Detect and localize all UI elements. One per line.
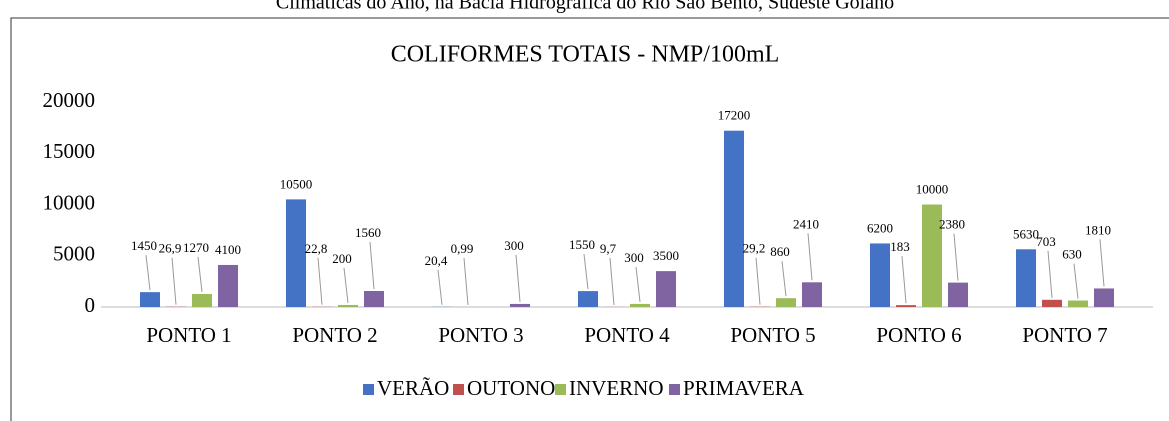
x-tick-label: PONTO 7 — [1022, 323, 1107, 347]
value-label: 10000 — [916, 181, 949, 196]
bar — [1042, 299, 1062, 307]
leader-line — [1073, 263, 1079, 299]
value-label: 9,7 — [600, 241, 617, 256]
value-label: 2380 — [939, 217, 965, 232]
value-label: 5630 — [1013, 226, 1039, 241]
value-label: 29,2 — [743, 241, 766, 256]
leader-line — [1047, 250, 1053, 298]
leader-line — [317, 257, 323, 305]
leader-line — [515, 254, 521, 302]
bar — [364, 291, 384, 307]
x-tick-label: PONTO 6 — [876, 323, 961, 347]
leader-line — [1099, 239, 1105, 287]
leader-line — [807, 233, 813, 281]
leader-line — [343, 267, 349, 304]
bar — [724, 130, 744, 307]
value-label: 300 — [624, 250, 644, 265]
value-label: 20,4 — [425, 253, 448, 268]
value-label: 26,9 — [159, 241, 182, 256]
value-label: 6200 — [867, 220, 893, 235]
legend-swatch — [669, 384, 680, 395]
leader-line — [145, 255, 151, 291]
chart-frame — [10, 17, 1169, 421]
value-label: 10500 — [280, 176, 313, 191]
caption: Climáticas do Ano, na Bacia Hidrográfica… — [276, 0, 894, 14]
bar — [802, 282, 822, 307]
bar — [578, 291, 598, 307]
y-tick-label: 15000 — [43, 139, 96, 163]
bar — [870, 243, 890, 307]
bar — [922, 204, 942, 307]
leader-line — [953, 233, 959, 281]
leader-line — [437, 269, 443, 305]
leader-line — [901, 256, 907, 304]
y-tick-label: 10000 — [43, 190, 96, 214]
bar — [896, 305, 916, 307]
value-label: 1560 — [355, 225, 381, 240]
leader-line — [583, 254, 589, 290]
legend-label: OUTONO — [467, 376, 555, 400]
y-tick-label: 5000 — [53, 242, 95, 266]
value-label: 1550 — [569, 237, 595, 252]
bar — [1068, 300, 1088, 307]
chart-title: COLIFORMES TOTAIS - NMP/100mL — [391, 42, 780, 68]
value-label: 860 — [770, 244, 790, 259]
legend-label: PRIMAVERA — [683, 376, 805, 400]
value-label: 1270 — [183, 240, 209, 255]
leader-line — [755, 257, 761, 305]
value-label: 22,8 — [305, 241, 328, 256]
x-tick-label: PONTO 4 — [584, 323, 670, 347]
bar — [1094, 288, 1114, 307]
bar — [338, 304, 358, 307]
leader-line — [781, 261, 787, 297]
leader-line — [197, 256, 203, 293]
bar — [630, 303, 650, 307]
leader-line — [609, 257, 615, 305]
leader-line — [171, 257, 177, 305]
value-label: 17200 — [718, 108, 751, 123]
legend-swatch — [453, 384, 464, 395]
y-tick-label: 20000 — [43, 88, 96, 112]
x-tick-label: PONTO 3 — [438, 323, 523, 347]
legend-label: INVERNO — [569, 376, 664, 400]
value-label: 1810 — [1085, 222, 1111, 237]
x-tick-label: PONTO 1 — [146, 323, 231, 347]
value-label: 183 — [890, 239, 910, 254]
leader-line — [369, 241, 375, 290]
value-label: 3500 — [653, 248, 679, 263]
value-label: 0,99 — [451, 241, 474, 256]
bar — [1016, 249, 1036, 307]
bar — [948, 282, 968, 307]
x-tick-label: PONTO 2 — [292, 323, 377, 347]
legend-swatch — [363, 384, 374, 395]
bar — [656, 271, 676, 307]
value-label: 4100 — [215, 242, 241, 257]
x-tick-label: PONTO 5 — [730, 323, 815, 347]
value-label: 300 — [504, 238, 524, 253]
value-label: 1450 — [131, 238, 157, 253]
value-label: 2410 — [793, 216, 819, 231]
bar — [192, 293, 212, 307]
legend-swatch — [555, 384, 566, 395]
bar — [140, 292, 160, 307]
bar — [218, 264, 238, 307]
legend-label: VERÃO — [377, 376, 449, 400]
y-tick-label: 0 — [85, 293, 96, 317]
leader-line — [635, 266, 641, 302]
leader-line — [463, 257, 469, 306]
bar — [286, 199, 306, 307]
bar — [776, 298, 796, 307]
bar — [510, 303, 530, 307]
value-label: 630 — [1062, 247, 1082, 262]
value-label: 200 — [332, 251, 352, 266]
value-label: 703 — [1036, 234, 1056, 249]
